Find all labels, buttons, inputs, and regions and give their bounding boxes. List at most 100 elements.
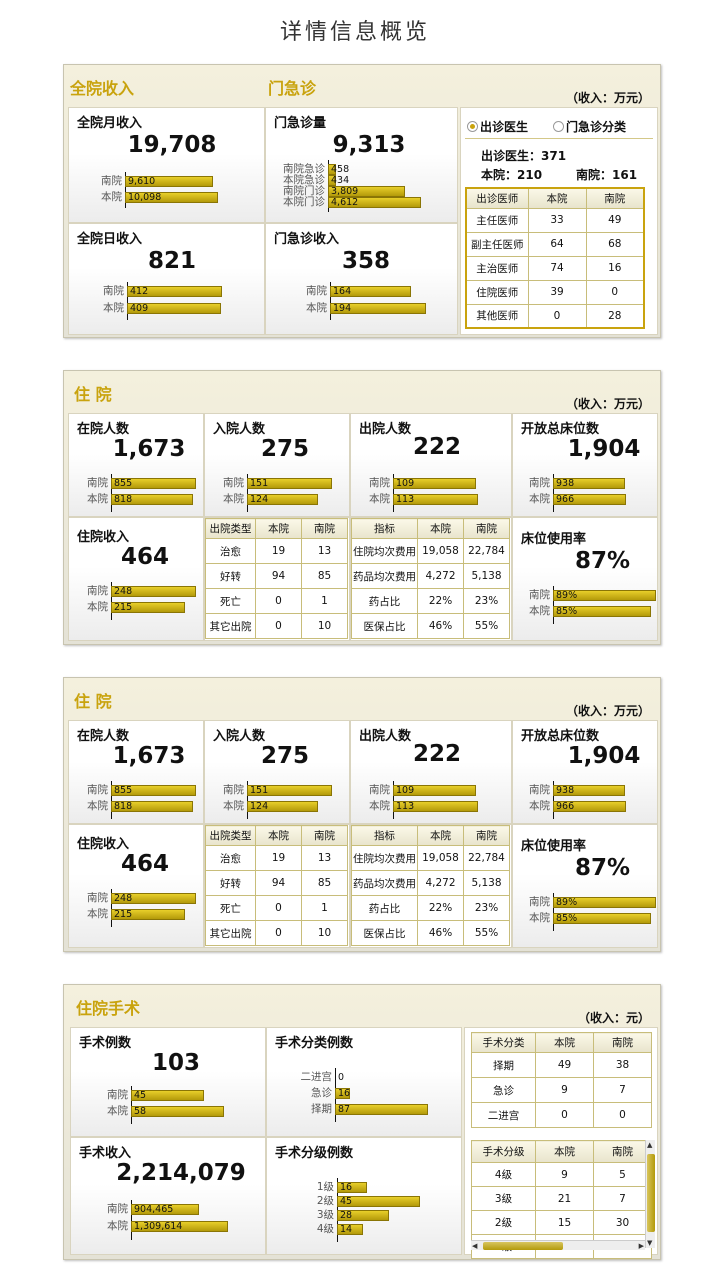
bar: [127, 303, 222, 314]
bar-axis: [111, 889, 112, 927]
table-header-cell: 南院: [463, 518, 510, 539]
vertical-scrollbar[interactable]: ▲ ▼: [645, 1140, 655, 1248]
bar-value: 248: [114, 586, 133, 597]
bar-row: 南院 89%: [529, 896, 657, 908]
card-label: 开放总床位数: [521, 729, 600, 744]
bar-value: 966: [556, 494, 575, 505]
bar-row: 南院急诊 458: [283, 163, 422, 175]
bar-row: 本院 215: [87, 908, 197, 920]
bar: [553, 801, 627, 812]
bar-label: 本院: [223, 493, 244, 505]
bar: [247, 785, 333, 796]
radio-doctor[interactable]: 出诊医生: [467, 118, 528, 135]
card-doctors: 出诊医生 门急诊分类 出诊医生：371 本院：210 南院：161 出诊医师 本院…: [460, 107, 658, 335]
table-cell: 85: [301, 870, 348, 896]
card-admitted: 入院人数 275 南院 151 本院 124: [204, 720, 350, 824]
bar-value: 124: [250, 801, 269, 812]
table-header-cell: 南院: [301, 825, 348, 846]
bar-group: 二进宫 0 急诊 16 择期 87: [301, 1068, 431, 1122]
scroll-down-icon[interactable]: ▼: [647, 1239, 653, 1247]
horizontal-scrollbar[interactable]: ◀ ▶: [471, 1240, 645, 1250]
table-cell: 21: [535, 1186, 594, 1211]
bar-label: 本院: [87, 908, 108, 920]
table-row: 死亡 0 1: [205, 588, 348, 614]
divider: [465, 138, 653, 139]
panel-title-total-income: 全院收入: [70, 79, 135, 98]
table-header-cell: 本院: [417, 825, 464, 846]
table-cell: 30: [593, 1210, 652, 1235]
table-cell: 3级: [471, 1186, 536, 1211]
table-cell: 13: [301, 845, 348, 871]
card-label: 入院人数: [213, 422, 266, 437]
bar: [553, 494, 627, 505]
table-cell: 9: [535, 1077, 594, 1103]
bar: [131, 1106, 225, 1117]
table-cell: 28: [585, 303, 645, 329]
discharge-type-table: 出院类型 本院 南院 治愈 19 13 好转 94 85 死亡 0 1 其它出院 0 10: [205, 518, 348, 639]
table-cell: 4级: [471, 1162, 536, 1187]
bar-row: 本院 58: [107, 1105, 225, 1117]
table-cell: 1: [301, 588, 348, 614]
bar-label: 本院: [107, 1220, 128, 1232]
bar-value: 248: [114, 893, 133, 904]
panel-total-income: 全院收入 门急诊 （收入：万元） 全院月收入 19,708 南院 9,610 本院 1…: [63, 64, 661, 338]
scrollbar-thumb[interactable]: [483, 1242, 563, 1250]
scroll-up-icon[interactable]: ▲: [647, 1141, 653, 1149]
table-row: 择期 49 38: [471, 1052, 652, 1078]
table-row: 主任医师 33 49: [465, 207, 645, 233]
table-row: 药品均次费用 4,272 5,138: [351, 870, 510, 896]
big-number: 464: [120, 544, 169, 570]
big-number: 1,673: [112, 743, 186, 769]
discharge-type-table: 出院类型 本院 南院 治愈 19 13 好转 94 85 死亡 0 1 其它出院 0 10: [205, 825, 348, 946]
bar-label: 南院: [529, 896, 550, 908]
card-label: 手术分级例数: [275, 1146, 354, 1161]
scroll-right-icon[interactable]: ▶: [638, 1242, 644, 1250]
radio-on-icon: [467, 121, 478, 132]
table-cell: 药品均次费用: [351, 563, 418, 589]
bar-axis: [330, 282, 331, 320]
bar-row: 本院急诊 434: [283, 174, 422, 186]
bar-label: 本院: [529, 800, 550, 812]
table-cell: 好转: [205, 563, 256, 589]
table-header-cell: 本院: [535, 1140, 594, 1163]
table-cell: 住院均次费用: [351, 538, 418, 564]
bar: [111, 785, 197, 796]
bar-label: 南院: [369, 477, 390, 489]
bar-value: 434: [331, 175, 350, 186]
big-number: 1,904: [567, 436, 641, 462]
bar-value: 215: [114, 909, 133, 920]
table-cell: 0: [255, 895, 302, 921]
card-label: 手术分类例数: [275, 1036, 354, 1051]
bar-row: 南院 9,610: [101, 175, 225, 187]
table-cell: 2级: [471, 1210, 536, 1235]
bar-value: 16: [338, 1088, 351, 1099]
card-label: 门急诊收入: [274, 232, 340, 247]
bar-label: 本院: [369, 493, 390, 505]
table-row: 药品均次费用 4,272 5,138: [351, 563, 510, 589]
card-beds: 开放总床位数 1,904 南院 938 本院 966: [512, 720, 658, 824]
card-emergency-income: 门急诊收入 358 南院 164 本院 194: [265, 223, 458, 335]
table-cell: 23%: [463, 588, 510, 614]
bar-group: 南院 109 本院 113: [369, 474, 481, 512]
card-in-hospital: 在院人数 1,673 南院 855 本院 818: [68, 413, 204, 517]
bar-value: 412: [130, 286, 149, 297]
scrollbar-thumb[interactable]: [647, 1154, 655, 1232]
radio-emergency-class[interactable]: 门急诊分类: [553, 118, 626, 135]
card-surgery-category: 手术分类例数 二进宫 0 急诊 16 择期 87: [266, 1027, 462, 1137]
bar: [111, 494, 193, 505]
table-row: 住院医师 39 0: [465, 279, 645, 305]
card-monthly-income: 全院月收入 19,708 南院 9,610 本院 10,098: [68, 107, 265, 223]
scroll-left-icon[interactable]: ◀: [472, 1242, 478, 1250]
bar-value: 9,610: [128, 176, 156, 187]
table-cell: 10: [301, 613, 348, 639]
table-cell: 0: [255, 613, 302, 639]
bar-axis: [247, 781, 248, 819]
table-row: 医保占比 46% 55%: [351, 613, 510, 639]
bar-value: 89%: [556, 590, 578, 601]
bar: [247, 801, 318, 812]
table-row: 3级 21 7: [471, 1186, 652, 1211]
table-row: 急诊 9 7: [471, 1077, 652, 1103]
panel-inpatient-a: 住 院 （收入：万元） 在院人数 1,673 南院 855 本院 818 入院人数 2…: [63, 370, 661, 645]
card-discharged: 出院人数 222 南院 109 本院 113: [350, 413, 512, 517]
bar-axis: [553, 586, 554, 624]
